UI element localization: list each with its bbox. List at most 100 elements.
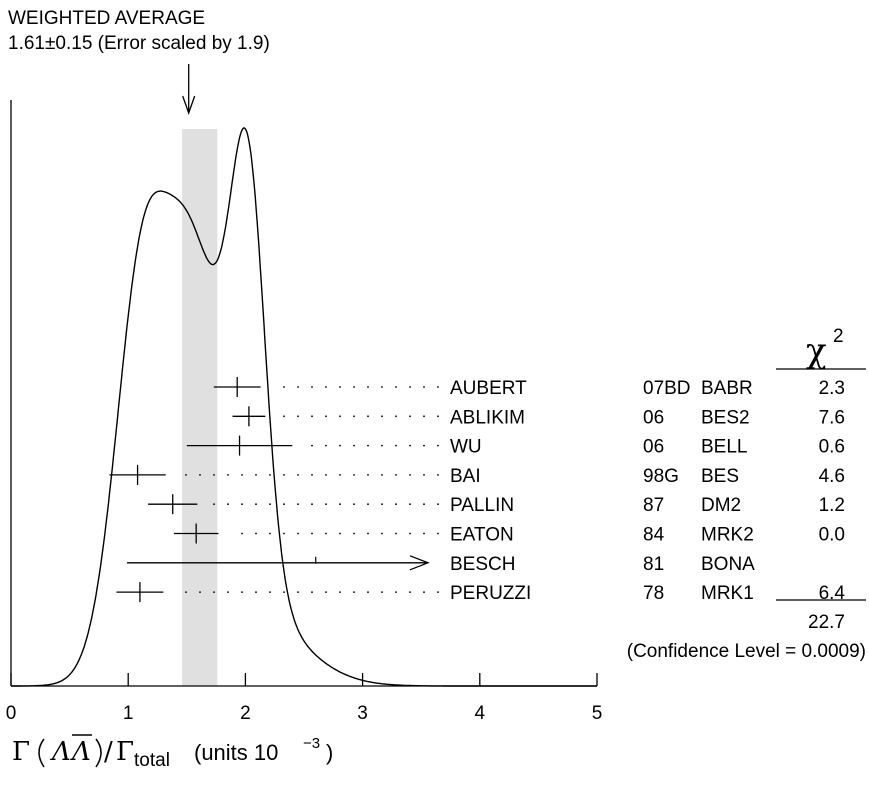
measurement-chi2: 7.6 — [819, 407, 845, 428]
x-label-paren-right — [95, 738, 102, 768]
measurement-chi2: 6.4 — [819, 583, 846, 604]
leader-dot — [199, 474, 201, 476]
measurement-chi2: 0.0 — [819, 525, 845, 546]
leader-dot — [283, 532, 285, 535]
leader-dot — [311, 444, 313, 447]
measurement-experiment: BES2 — [701, 407, 750, 428]
leader-dot — [409, 503, 411, 506]
leader-dot — [241, 474, 243, 476]
weighted-average-value: 1.61±0.15 (Error scaled by 1.9) — [8, 33, 270, 54]
leader-dot — [381, 532, 383, 535]
leader-dot — [395, 386, 397, 388]
leader-dot — [367, 444, 369, 447]
measurement-author: BESCH — [450, 554, 515, 575]
leader-dot — [381, 474, 383, 476]
measurement-row: PERUZZI 78 MRK1 6.4 — [116, 582, 845, 604]
leader-dot — [339, 474, 341, 476]
leader-dot — [297, 474, 299, 476]
chi2-total: 22.7 — [808, 612, 845, 633]
leader-dot — [255, 474, 257, 476]
measurement-year: 87 — [643, 495, 664, 516]
leader-dot — [367, 532, 369, 535]
leader-dot — [339, 591, 341, 593]
leader-dot — [353, 415, 355, 418]
x-tick-label: 1 — [123, 703, 134, 724]
leader-dot — [213, 474, 215, 476]
measurement-year: 81 — [643, 554, 664, 575]
leader-dot — [227, 474, 229, 476]
leader-dot — [353, 532, 355, 535]
leader-dot — [353, 591, 355, 593]
leader-dot — [395, 532, 397, 535]
leader-dot — [381, 444, 383, 447]
leader-dot — [339, 386, 341, 388]
leader-dot — [283, 386, 285, 388]
leader-dot — [409, 474, 411, 476]
measurement-chi2: 0.6 — [819, 437, 845, 458]
measurement-author: WU — [450, 437, 482, 458]
leader-dot — [437, 386, 439, 388]
leader-dot — [409, 444, 411, 447]
x-label-paren-left — [38, 738, 45, 768]
leader-dot — [409, 591, 411, 593]
leader-dot — [311, 591, 313, 593]
measurement-author: EATON — [450, 525, 514, 546]
measurement-year: 98G — [643, 466, 679, 487]
arrow-head — [182, 95, 196, 115]
measurement-row: EATON 84 MRK2 0.0 — [173, 523, 845, 546]
leader-dot — [367, 415, 369, 418]
leader-dot — [339, 532, 341, 535]
leader-dot — [409, 415, 411, 418]
leader-dot — [339, 415, 341, 418]
leader-dot — [367, 591, 369, 593]
measurement-row: BESCH 81 BONA — [127, 554, 755, 575]
leader-dot — [409, 386, 411, 388]
measurement-arrow-head — [409, 555, 430, 571]
measurement-chi2: 1.2 — [819, 495, 845, 516]
leader-dot — [395, 474, 397, 476]
confidence-level: (Confidence Level = 0.0009) — [627, 641, 866, 662]
leader-dot — [283, 503, 285, 506]
measurement-list: AUBERT 07BD BABR 2.3 ABLIKIM 06 BES2 7.6 WU 06 BEL… — [109, 377, 845, 604]
leader-dot — [381, 386, 383, 388]
leader-dot — [255, 532, 257, 535]
leader-dot — [297, 532, 299, 535]
measurement-chi2: 2.3 — [819, 378, 845, 399]
measurement-experiment: BELL — [701, 437, 747, 458]
leader-dot — [311, 532, 313, 535]
leader-dot — [213, 503, 215, 506]
leader-dot — [423, 591, 425, 593]
leader-dot — [325, 532, 327, 535]
leader-dot — [437, 444, 439, 447]
leader-dot — [227, 503, 229, 506]
leader-dot — [339, 444, 341, 447]
leader-dot — [381, 503, 383, 506]
measurement-chi2: 4.6 — [819, 466, 845, 487]
leader-dot — [437, 591, 439, 593]
x-tick-label: 3 — [357, 703, 368, 724]
leader-dot — [185, 591, 187, 593]
measurement-experiment: MRK2 — [701, 525, 754, 546]
leader-dot — [395, 503, 397, 506]
measurement-experiment: BES — [701, 466, 739, 487]
measurement-row: PALLIN 87 DM2 1.2 — [148, 494, 845, 516]
leader-dot — [269, 532, 271, 535]
leader-dot — [241, 532, 243, 535]
leader-dot — [353, 444, 355, 447]
leader-dot — [185, 474, 187, 476]
leader-dot — [311, 474, 313, 476]
leader-dot — [325, 503, 327, 506]
x-label-close: ) — [326, 740, 333, 765]
measurement-year: 84 — [643, 525, 665, 546]
measurement-experiment: BABR — [701, 378, 753, 399]
x-label-lambda-bar: Λ — [70, 737, 91, 767]
leader-dot — [311, 503, 313, 506]
ideogram-curve — [11, 127, 597, 687]
leader-dot — [269, 474, 271, 476]
x-tick-label: 4 — [475, 703, 486, 724]
leader-dot — [283, 415, 285, 418]
leader-dot — [283, 591, 285, 593]
leader-dot — [423, 503, 425, 506]
leader-dot — [395, 591, 397, 593]
